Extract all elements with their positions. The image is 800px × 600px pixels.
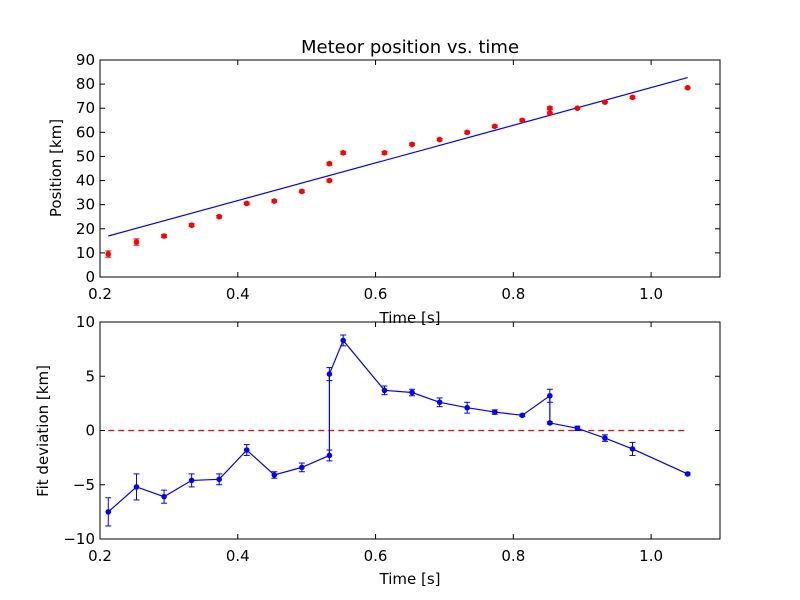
position-point [519,117,526,124]
top-x-tick-label: 0.6 [364,285,388,303]
deviation-point [547,420,553,426]
deviation-point [436,399,443,406]
bottom-y-tick-label: −5 [73,476,95,494]
position-point [161,233,167,239]
position-point [188,222,195,228]
deviation-point [326,452,333,459]
deviation-point [133,484,140,490]
position-point [436,136,443,143]
deviation-point [326,371,333,377]
top-y-tick-label: 80 [76,75,95,93]
position-point [547,105,553,112]
deviation-line [107,339,688,513]
position-point [243,200,250,207]
position-point [409,141,415,148]
bottom-x-tick-label: 1.0 [639,547,663,565]
position-point [574,105,581,112]
deviation-point [188,477,195,484]
bottom-x-tick-label: 0.2 [88,547,112,565]
bottom-chart-xlabel: Time [s] [379,570,441,588]
bottom-y-tick-label: 0 [85,422,95,440]
position-point [340,150,346,156]
top-y-tick-label: 40 [76,172,95,190]
position-point [326,177,333,184]
deviation-point [629,446,636,452]
position-point [547,110,553,116]
top-x-tick-label: 0.4 [226,285,250,303]
deviation-point [381,387,388,394]
deviation-chart: Time [s] Fit deviation [km] 0.2 0.4 0.6 0.8… [34,313,721,588]
deviation-point [299,464,305,471]
position-chart: Meteor position vs. time Time [s] Positi… [47,37,721,327]
top-y-tick-label: 10 [76,244,95,262]
fit-line [108,77,688,237]
deviation-point [491,409,498,415]
bottom-y-tick-label: 5 [85,367,95,385]
bottom-y-tick-label: −10 [63,530,95,548]
position-point [684,84,691,91]
bottom-x-tick-label: 0.6 [364,547,388,565]
bottom-chart-ylabel: Fit deviation [km] [34,365,52,497]
position-point [381,150,388,156]
position-point [464,129,470,136]
top-y-tick-label: 90 [76,51,95,69]
top-x-tick-label: 0.2 [88,285,112,303]
top-y-tick-label: 30 [76,196,95,214]
top-y-tick-label: 60 [76,123,95,141]
bottom-x-tick-label: 0.8 [501,547,525,565]
deviation-point [602,435,608,441]
deviation-point [216,476,222,483]
deviation-point [464,404,470,411]
deviation-point [684,471,691,477]
top-x-tick-label: 0.8 [501,285,525,303]
deviation-point [409,389,415,396]
top-chart-xlabel: Time [s] [379,309,441,327]
position-point [105,251,112,257]
position-point [216,213,222,220]
deviation-point [271,472,278,478]
deviation-point [243,447,250,453]
position-point [491,123,498,130]
deviation-point [340,337,346,344]
deviation-point [574,425,581,432]
bottom-y-tick-label: 10 [76,313,95,331]
deviation-point [161,493,167,500]
deviation-point [105,509,112,515]
position-point [629,94,636,101]
position-point [602,99,608,105]
bottom-x-tick-label: 0.4 [226,547,250,565]
top-axes-frame [99,59,721,278]
position-point [299,188,305,195]
position-point [326,160,333,167]
position-point [133,239,140,245]
top-chart-title: Meteor position vs. time [301,37,519,58]
top-y-tick-label: 0 [85,268,95,286]
top-y-tick-label: 70 [76,99,95,117]
position-point [271,198,278,204]
top-y-tick-label: 50 [76,147,95,165]
deviation-point [547,392,553,399]
top-x-tick-label: 1.0 [639,285,663,303]
top-chart-ylabel: Position [km] [47,119,65,217]
deviation-point [519,412,526,419]
top-y-tick-label: 20 [76,220,95,238]
